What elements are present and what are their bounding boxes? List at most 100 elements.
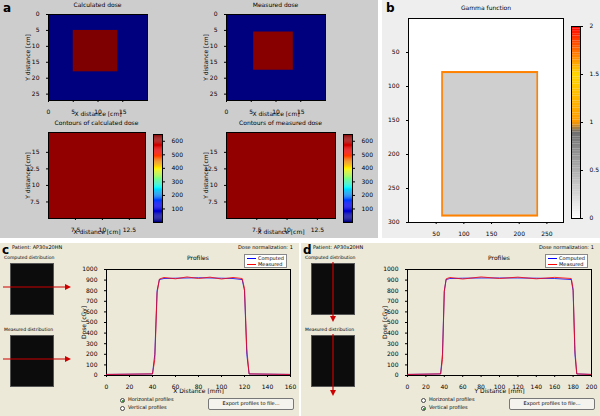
- svg-text:10: 10: [210, 181, 218, 188]
- svg-text:200: 200: [387, 350, 399, 357]
- svg-text:500: 500: [362, 151, 374, 158]
- svg-text:2: 2: [590, 22, 594, 29]
- svg-text:300: 300: [362, 178, 374, 185]
- svg-text:Dose [cGy]: Dose [cGy]: [80, 306, 88, 339]
- svg-text:Dose [cGy]: Dose [cGy]: [381, 306, 389, 339]
- svg-text:Y Distance [mm]: Y Distance [mm]: [473, 387, 524, 394]
- svg-text:0: 0: [395, 371, 399, 378]
- svg-text:120: 120: [239, 383, 251, 390]
- svg-text:40: 40: [440, 383, 448, 390]
- svg-text:7.5: 7.5: [208, 198, 218, 205]
- svg-text:600: 600: [172, 137, 184, 144]
- svg-text:700: 700: [387, 297, 399, 304]
- svg-text:300: 300: [388, 218, 400, 225]
- svg-text:200: 200: [172, 191, 184, 198]
- svg-text:600: 600: [362, 137, 374, 144]
- svg-text:500: 500: [86, 318, 98, 325]
- svg-text:400: 400: [387, 329, 399, 336]
- svg-text:150: 150: [388, 116, 400, 123]
- svg-text:25: 25: [210, 90, 218, 97]
- svg-text:15: 15: [210, 148, 218, 155]
- svg-text:900: 900: [387, 276, 399, 283]
- svg-text:200: 200: [388, 150, 400, 157]
- svg-text:800: 800: [387, 287, 399, 294]
- svg-text:200: 200: [86, 350, 98, 357]
- svg-text:250: 250: [388, 184, 400, 191]
- svg-text:150: 150: [486, 230, 498, 237]
- svg-text:100: 100: [172, 205, 184, 212]
- svg-text:900: 900: [86, 276, 98, 283]
- svg-text:10: 10: [32, 181, 40, 188]
- svg-text:X distance [cm]: X distance [cm]: [252, 110, 299, 117]
- svg-text:160: 160: [549, 383, 561, 390]
- svg-text:100: 100: [387, 361, 399, 368]
- svg-text:500: 500: [172, 151, 184, 158]
- svg-text:0: 0: [36, 10, 40, 17]
- svg-text:100: 100: [362, 205, 374, 212]
- svg-text:40: 40: [149, 383, 157, 390]
- svg-text:400: 400: [362, 164, 374, 171]
- svg-text:Y distance [cm]: Y distance [cm]: [202, 34, 209, 82]
- svg-text:300: 300: [86, 340, 98, 347]
- svg-text:250: 250: [541, 230, 553, 237]
- svg-text:0: 0: [47, 108, 51, 115]
- svg-text:20: 20: [210, 74, 218, 81]
- svg-text:0: 0: [406, 383, 410, 390]
- svg-text:20: 20: [32, 74, 40, 81]
- svg-text:200: 200: [513, 230, 525, 237]
- svg-text:Y distance [cm]: Y distance [cm]: [202, 152, 209, 200]
- svg-text:800: 800: [86, 287, 98, 294]
- svg-text:140: 140: [262, 383, 274, 390]
- svg-text:7.5: 7.5: [30, 198, 40, 205]
- svg-text:25: 25: [32, 90, 40, 97]
- svg-text:1000: 1000: [383, 265, 398, 272]
- svg-text:700: 700: [86, 297, 98, 304]
- svg-text:140: 140: [531, 383, 543, 390]
- svg-text:160: 160: [285, 383, 297, 390]
- svg-text:20: 20: [126, 383, 134, 390]
- svg-text:X Distance [mm]: X Distance [mm]: [173, 387, 224, 394]
- svg-text:5: 5: [36, 26, 40, 33]
- svg-text:12.5: 12.5: [123, 226, 137, 233]
- svg-text:600: 600: [387, 308, 399, 315]
- html-text:a: a: [3, 1, 12, 15]
- svg-text:20: 20: [422, 383, 430, 390]
- svg-text:1: 1: [590, 118, 594, 125]
- svg-text:1000: 1000: [82, 265, 97, 272]
- svg-text:15: 15: [210, 58, 218, 65]
- svg-text:60: 60: [459, 383, 467, 390]
- svg-text:100: 100: [458, 230, 470, 237]
- svg-text:200: 200: [586, 383, 598, 390]
- svg-text:0: 0: [94, 371, 98, 378]
- svg-text:15: 15: [32, 148, 40, 155]
- svg-text:50: 50: [432, 230, 440, 237]
- svg-text:Y distance [cm]: Y distance [cm]: [24, 152, 31, 200]
- svg-text:100: 100: [388, 82, 400, 89]
- svg-text:400: 400: [86, 329, 98, 336]
- svg-text:0: 0: [214, 10, 218, 17]
- svg-text:400: 400: [172, 164, 184, 171]
- svg-text:12.5: 12.5: [311, 226, 325, 233]
- svg-text:0: 0: [105, 383, 109, 390]
- svg-text:15: 15: [32, 58, 40, 65]
- svg-text:200: 200: [362, 191, 374, 198]
- svg-text:5: 5: [214, 26, 218, 33]
- svg-text:Y distance [cm]: Y distance [cm]: [24, 34, 31, 82]
- svg-text:100: 100: [86, 361, 98, 368]
- html-text:b: b: [386, 1, 395, 15]
- svg-text:X distance [cm]: X distance [cm]: [73, 228, 120, 235]
- svg-text:0: 0: [590, 214, 594, 221]
- svg-text:1.5: 1.5: [590, 70, 600, 77]
- svg-text:X distance [cm]: X distance [cm]: [74, 110, 121, 117]
- svg-text:300: 300: [172, 178, 184, 185]
- svg-text:50: 50: [392, 48, 400, 55]
- svg-text:600: 600: [86, 308, 98, 315]
- svg-text:0.5: 0.5: [590, 166, 600, 173]
- svg-text:10: 10: [210, 42, 218, 49]
- svg-text:180: 180: [567, 383, 579, 390]
- svg-text:X distance [cm]: X distance [cm]: [257, 228, 304, 235]
- svg-text:300: 300: [387, 340, 399, 347]
- svg-text:10: 10: [32, 42, 40, 49]
- svg-text:0: 0: [225, 108, 229, 115]
- svg-text:500: 500: [387, 318, 399, 325]
